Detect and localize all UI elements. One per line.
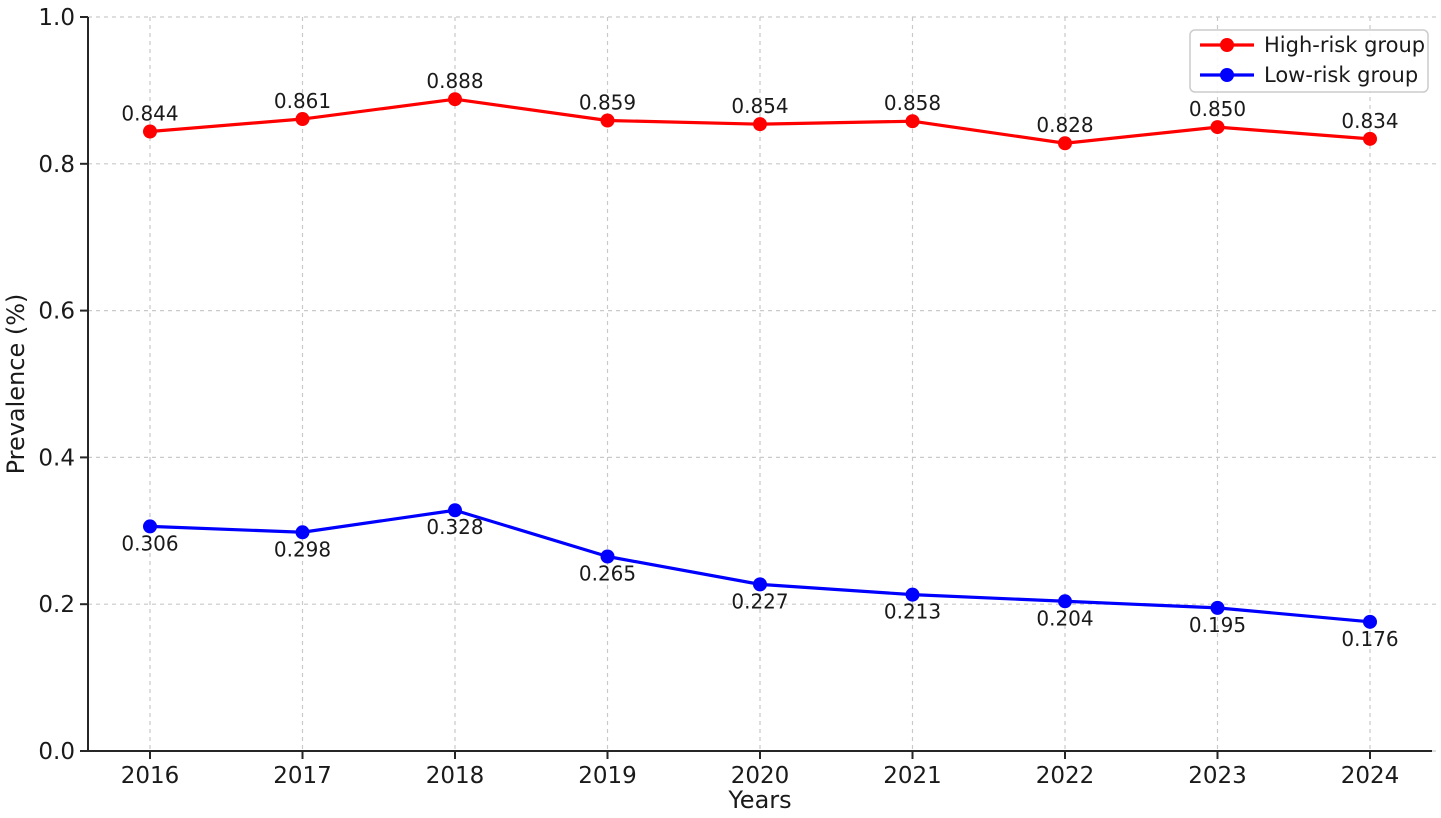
- data-point: [143, 519, 157, 534]
- x-axis-title: Years: [727, 786, 791, 814]
- legend-entry: Low-risk group: [1200, 63, 1418, 87]
- value-label: 0.844: [121, 102, 178, 126]
- value-label: 0.828: [1036, 113, 1093, 137]
- x-tick-label: 2019: [578, 763, 637, 789]
- y-axis-title: Prevalence (%): [2, 294, 30, 475]
- value-label: 0.195: [1189, 613, 1246, 637]
- value-label: 0.227: [731, 589, 788, 613]
- data-point: [448, 503, 462, 518]
- y-tick-label: 0.0: [38, 739, 75, 765]
- x-tick-label: 2023: [1188, 763, 1247, 789]
- data-point: [448, 92, 462, 107]
- data-point: [1363, 614, 1377, 629]
- value-label: 0.859: [579, 90, 636, 114]
- data-point: [600, 549, 615, 564]
- legend: High-risk group Low-risk group: [1189, 29, 1429, 93]
- legend-label: Low-risk group: [1264, 63, 1418, 87]
- value-label: 0.204: [1036, 606, 1093, 630]
- data-point: [905, 587, 920, 602]
- value-label: 0.858: [884, 91, 941, 115]
- value-label: 0.265: [579, 561, 636, 585]
- x-tick-label: 2018: [426, 763, 485, 789]
- x-tick-label: 2022: [1036, 763, 1095, 789]
- value-label: 0.888: [426, 69, 483, 93]
- value-label: 0.328: [426, 515, 483, 539]
- value-label: 0.176: [1341, 627, 1398, 651]
- y-tick-label: 0.4: [38, 445, 75, 471]
- chart-root: 0.0 0.2 0.4 0.6 0.8 1.0 2016 2017 2018 2019 2020 20…: [38, 5, 1436, 789]
- x-tick-label: 2021: [883, 763, 942, 789]
- x-tick-label: 2020: [731, 763, 790, 789]
- data-point: [1210, 120, 1225, 135]
- x-tick-label: 2024: [1341, 763, 1400, 789]
- legend-entry: High-risk group: [1200, 33, 1425, 57]
- value-label: 0.306: [121, 531, 178, 555]
- data-point: [295, 112, 310, 127]
- data-point: [753, 577, 767, 592]
- data-point: [1058, 136, 1072, 151]
- x-tick-label: 2017: [273, 763, 332, 789]
- value-label: 0.834: [1341, 109, 1398, 133]
- legend-label: High-risk group: [1264, 33, 1425, 57]
- data-point: [1210, 600, 1225, 615]
- data-point: [143, 124, 157, 139]
- x-tick-label: 2016: [121, 763, 180, 789]
- value-label: 0.213: [884, 600, 941, 624]
- y-tick-label: 0.6: [38, 299, 75, 325]
- legend-marker-sample: [1220, 68, 1234, 82]
- data-point: [905, 114, 920, 129]
- value-label: 0.850: [1189, 97, 1246, 121]
- data-point: [1363, 131, 1377, 146]
- legend-marker-sample: [1220, 38, 1234, 52]
- value-label: 0.861: [274, 89, 331, 113]
- y-tick-label: 0.8: [38, 152, 75, 178]
- data-point: [295, 525, 310, 540]
- value-label: 0.298: [274, 537, 331, 561]
- y-tick-label: 1.0: [38, 5, 75, 31]
- data-point: [600, 113, 615, 128]
- data-point: [753, 117, 767, 132]
- value-label: 0.854: [731, 94, 788, 118]
- y-tick-label: 0.2: [38, 592, 75, 618]
- data-point: [1058, 594, 1072, 609]
